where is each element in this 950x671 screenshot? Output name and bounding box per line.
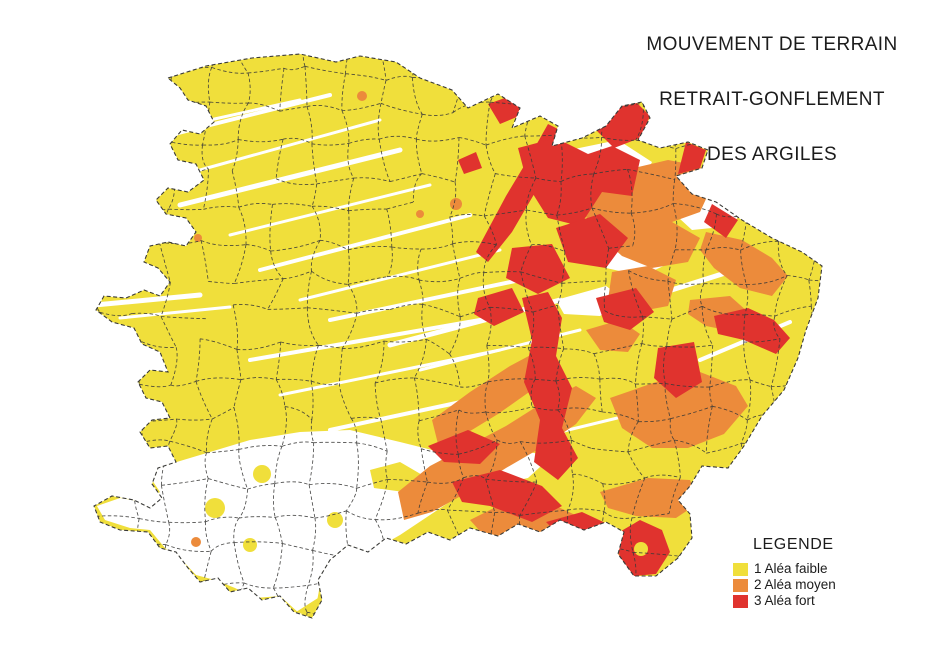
legend-label-fort: 3 Aléa fort xyxy=(754,593,815,608)
legend-item-fort: 3 Aléa fort xyxy=(733,593,836,609)
map-title-line-3: DES ARGILES xyxy=(706,144,838,165)
hazard-fort-zones xyxy=(428,94,790,576)
legend-swatch-moyen xyxy=(733,578,748,592)
map-title-line-2: RETRAIT-GONFLEMENT xyxy=(659,89,885,110)
legend-item-moyen: 2 Aléa moyen xyxy=(733,577,836,593)
legend-label-moyen: 2 Aléa moyen xyxy=(754,577,836,592)
legend-label-faible: 1 Aléa faible xyxy=(754,561,828,576)
legend-swatch-fort xyxy=(733,594,748,608)
legend-item-faible: 1 Aléa faible xyxy=(733,561,836,577)
legend-swatch-faible xyxy=(733,562,748,576)
map-legend: LEGENDE 1 Aléa faible 2 Aléa moyen 3 Alé… xyxy=(733,536,836,609)
legend-heading: LEGENDE xyxy=(753,536,834,553)
map-title-line-1: MOUVEMENT DE TERRAIN xyxy=(646,34,898,55)
map-title: MOUVEMENT DE TERRAIN RETRAIT-GONFLEMENT … xyxy=(622,30,922,195)
